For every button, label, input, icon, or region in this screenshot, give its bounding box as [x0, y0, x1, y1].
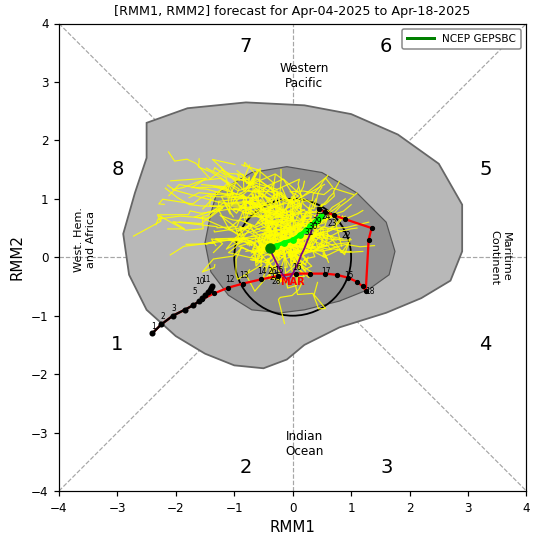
Y-axis label: RMM2: RMM2 [10, 234, 25, 280]
Text: 17: 17 [321, 267, 330, 276]
Text: 8: 8 [111, 160, 124, 179]
X-axis label: RMM1: RMM1 [270, 521, 315, 536]
Text: 10: 10 [195, 278, 205, 286]
Polygon shape [123, 103, 462, 368]
Text: Maritime
Continent: Maritime Continent [489, 230, 511, 285]
Text: 15: 15 [274, 266, 284, 275]
Text: 29: 29 [313, 217, 322, 226]
Text: 26: 26 [267, 267, 277, 276]
Text: 23: 23 [328, 219, 337, 228]
Text: 13: 13 [240, 272, 249, 280]
Text: 1: 1 [111, 335, 124, 354]
Text: 22: 22 [342, 231, 351, 240]
Title: [RMM1, RMM2] forecast for Apr-04-2025 to Apr-18-2025: [RMM1, RMM2] forecast for Apr-04-2025 to… [114, 4, 471, 17]
Text: 1: 1 [151, 322, 156, 330]
Text: 30: 30 [308, 222, 318, 231]
Text: Indian
Ocean: Indian Ocean [285, 430, 323, 458]
Text: MAR: MAR [280, 277, 305, 287]
Text: West. Hem.
and Africa: West. Hem. and Africa [75, 207, 96, 272]
Text: 12: 12 [225, 275, 234, 284]
Text: 25: 25 [315, 207, 325, 216]
Text: 11: 11 [201, 275, 211, 284]
Text: 4: 4 [480, 335, 492, 354]
Text: 27: 27 [269, 273, 279, 282]
Text: 2: 2 [160, 312, 165, 321]
Text: 5: 5 [192, 287, 197, 295]
Text: 24: 24 [321, 212, 330, 221]
Text: 5: 5 [480, 160, 492, 179]
Polygon shape [205, 167, 395, 313]
Text: 3: 3 [172, 304, 177, 313]
Text: 16: 16 [293, 264, 302, 272]
Text: 15: 15 [345, 272, 354, 280]
Text: 14: 14 [257, 267, 266, 276]
Text: 2: 2 [240, 458, 252, 477]
Text: Western
Pacific: Western Pacific [280, 62, 329, 90]
Text: 3: 3 [380, 458, 393, 477]
Text: 28: 28 [272, 278, 281, 286]
Text: 7: 7 [240, 37, 252, 56]
Text: 18: 18 [365, 287, 375, 295]
Text: 6: 6 [380, 37, 393, 56]
Legend: NCEP GEPSBC: NCEP GEPSBC [402, 29, 521, 49]
Text: 31: 31 [305, 228, 314, 237]
